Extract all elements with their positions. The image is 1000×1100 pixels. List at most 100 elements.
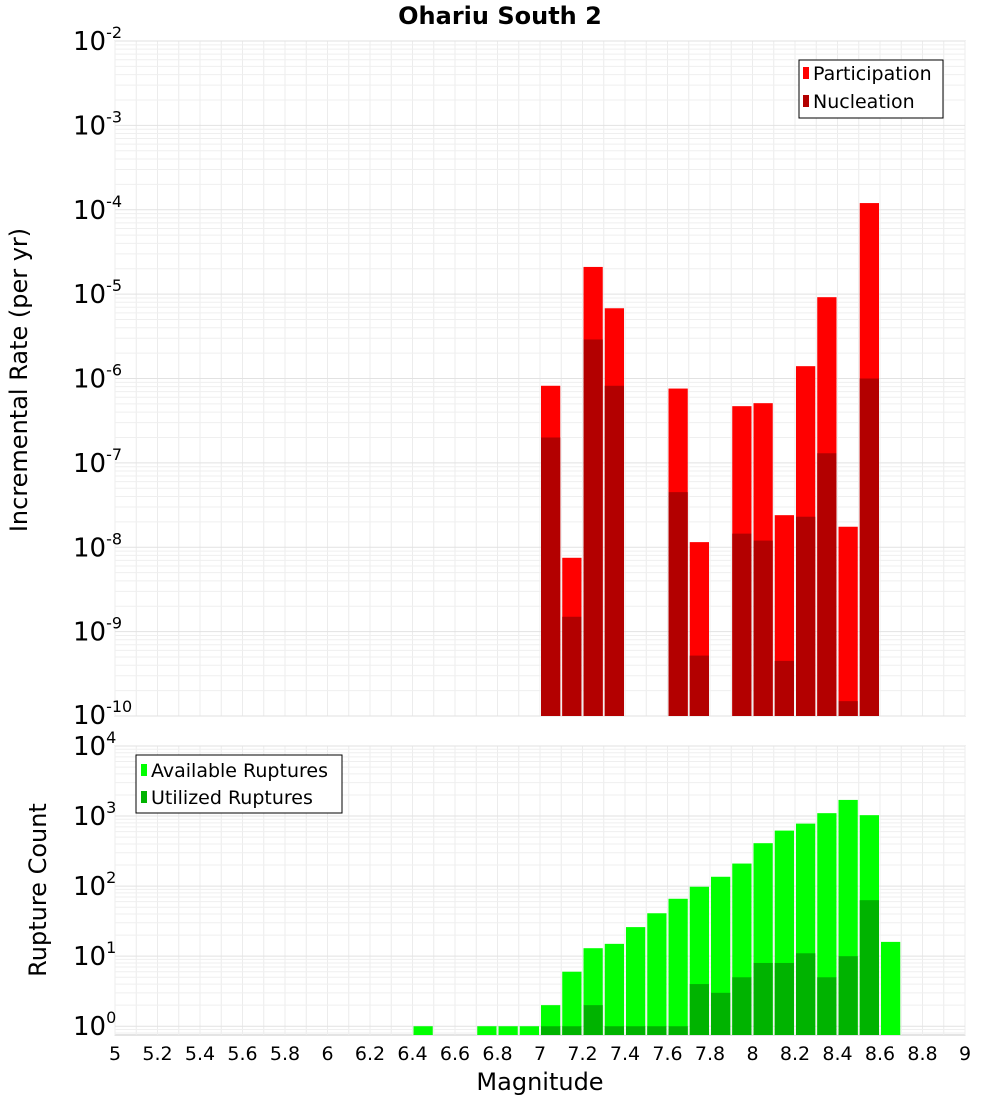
bar-utilized-7.55	[647, 1026, 667, 1035]
legend-swatch-nucleation	[803, 95, 809, 107]
bar-available-8.65	[881, 941, 901, 1035]
y-tick-label: 10-6	[73, 361, 122, 395]
y-tick-label: 10-5	[73, 276, 122, 310]
x-tick-label: 8.6	[865, 1043, 895, 1065]
bar-nucleation-8.55	[859, 378, 879, 716]
bar-utilized-8.05	[753, 962, 773, 1035]
rate-legend: Participation Nucleation	[798, 59, 944, 119]
legend-swatch-participation	[803, 67, 809, 79]
rupture-y-tick-labels: 104 103 102 101 100	[73, 728, 116, 1042]
bar-nucleation-7.05	[541, 437, 561, 716]
y-tick-label: 10-10	[73, 697, 132, 731]
bar-utilized-7.25	[583, 1005, 603, 1035]
bar-nucleation-7.75	[689, 655, 709, 716]
bar-utilized-7.35	[604, 1026, 624, 1035]
x-tick-label: 5	[109, 1043, 121, 1065]
legend-label-nucleation: Nucleation	[813, 91, 915, 113]
bar-nucleation-7.95	[732, 533, 752, 716]
x-tick-label: 7.8	[695, 1043, 725, 1065]
bar-available-6.95	[519, 1026, 539, 1035]
y-tick-label: 100	[73, 1008, 116, 1042]
bar-nucleation-8.45	[838, 701, 858, 716]
x-tick-label: 7.4	[610, 1043, 640, 1065]
x-tick-label: 6.2	[355, 1043, 385, 1065]
x-tick-label: 8	[746, 1043, 758, 1065]
y-tick-label: 103	[73, 798, 116, 832]
x-tick-label: 7.6	[652, 1043, 682, 1065]
bar-nucleation-8.25	[796, 516, 816, 716]
x-tick-label: 6.4	[397, 1043, 427, 1065]
bar-available-7.55	[647, 913, 667, 1035]
rupture-legend: Available Ruptures Utilized Ruptures	[135, 754, 343, 814]
bar-available-6.75	[477, 1026, 497, 1035]
bar-utilized-7.75	[689, 984, 709, 1035]
bar-utilized-8.55	[859, 900, 879, 1035]
bar-nucleation-7.65	[668, 492, 688, 716]
y-tick-label: 10-7	[73, 445, 122, 479]
y-tick-label: 10-2	[73, 23, 122, 57]
x-tick-label: 6	[321, 1043, 333, 1065]
rupture-bars	[413, 799, 901, 1035]
rate-y-axis-label: Incremental Rate (per yr)	[5, 228, 33, 532]
bar-nucleation-7.15	[562, 616, 582, 716]
bar-participation-8.45	[838, 526, 858, 716]
rate-y-tick-labels: 10-2 10-3 10-4 10-5 10-6 10-7 10-8 10-9 10-10	[73, 23, 132, 731]
y-tick-label: 101	[73, 938, 116, 972]
rate-bars	[541, 203, 879, 716]
bar-utilized-7.95	[732, 977, 752, 1035]
x-tick-label: 5.4	[185, 1043, 215, 1065]
x-tick-label: 8.4	[822, 1043, 852, 1065]
bar-utilized-8.25	[796, 953, 816, 1035]
bar-utilized-7.15	[562, 1026, 582, 1035]
bar-available-7.65	[668, 898, 688, 1035]
x-tick-label: 8.2	[780, 1043, 810, 1065]
x-tick-label: 5.2	[142, 1043, 172, 1065]
bar-utilized-8.45	[838, 956, 858, 1035]
bar-nucleation-7.35	[604, 385, 624, 716]
rate-panel: 10-2 10-3 10-4 10-5 10-6 10-7 10-8 10-9 10-10 In…	[5, 23, 966, 731]
bar-utilized-7.85	[711, 992, 731, 1035]
y-tick-label: 10-9	[73, 614, 122, 648]
bar-nucleation-7.25	[583, 339, 603, 716]
legend-label-utilized: Utilized Ruptures	[151, 787, 313, 809]
y-tick-label: 10-3	[73, 107, 122, 141]
x-tick-label: 6.8	[482, 1043, 512, 1065]
bar-available-6.85	[498, 1026, 518, 1035]
bar-available-7.15	[562, 971, 582, 1035]
rupture-legend-box	[135, 754, 343, 814]
legend-swatch-available	[141, 764, 147, 776]
chart-title: Ohariu South 2	[398, 2, 602, 30]
rate-gridlines	[114, 40, 966, 717]
x-tick-labels: 5 5.2 5.4 5.6 5.8 6 6.2 6.4 6.6 6.8 7 7.2 7.4 7.6 7.8 8…	[109, 1043, 971, 1065]
rupture-panel: 104 103 102 101 100 5 5.2 5.4 5.6 5.8 6 6.2 6.4 6.6 6…	[24, 728, 971, 1096]
bar-nucleation-8.35	[817, 453, 837, 716]
bar-nucleation-8.05	[753, 540, 773, 716]
x-axis-label: Magnitude	[476, 1068, 603, 1096]
x-tick-label: 5.8	[270, 1043, 300, 1065]
legend-label-participation: Participation	[813, 63, 932, 85]
bar-utilized-8.35	[817, 977, 837, 1035]
bar-utilized-8.15	[774, 962, 794, 1035]
y-tick-label: 10-8	[73, 529, 122, 563]
bar-available-7.35	[604, 943, 624, 1035]
x-tick-label: 6.6	[440, 1043, 470, 1065]
x-tick-label: 9	[959, 1043, 971, 1065]
y-tick-label: 104	[73, 728, 116, 762]
bar-utilized-7.65	[668, 1026, 688, 1035]
bar-utilized-7.45	[626, 1026, 646, 1035]
y-tick-label: 102	[73, 868, 116, 902]
legend-swatch-utilized	[141, 791, 147, 803]
x-tick-label: 7.2	[567, 1043, 597, 1065]
legend-label-available: Available Ruptures	[151, 760, 328, 782]
x-tick-label: 7	[534, 1043, 546, 1065]
bar-available-6.45	[413, 1026, 433, 1035]
rupture-y-axis-label: Rupture Count	[24, 803, 52, 977]
rate-legend-box	[798, 59, 944, 119]
x-tick-label: 5.6	[227, 1043, 257, 1065]
y-tick-label: 10-4	[73, 192, 122, 226]
bar-available-7.45	[626, 927, 646, 1035]
bar-utilized-7.05	[541, 1026, 561, 1035]
bar-nucleation-8.15	[774, 660, 794, 716]
x-tick-label: 8.8	[907, 1043, 937, 1065]
